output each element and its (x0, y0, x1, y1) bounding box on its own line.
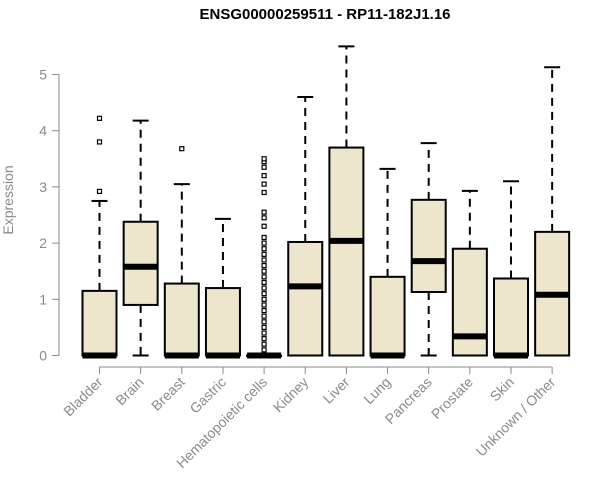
outlier-point (261, 173, 267, 179)
box-rect (287, 240, 324, 357)
outlier-point (261, 223, 267, 229)
box-rect (163, 282, 200, 357)
outlier-point (261, 302, 267, 308)
outlier-point (261, 251, 267, 257)
boxes-group (81, 45, 571, 359)
outlier-point (261, 156, 267, 162)
box-rect (122, 220, 159, 306)
y-tick-label: 1 (39, 291, 47, 307)
box-pancreas (410, 142, 447, 357)
x-tick-label: Lung (360, 374, 393, 407)
y-axis: 0 1 2 3 4 5 (39, 67, 60, 364)
box-unknown-other (534, 66, 571, 357)
x-tick-label: Brain (112, 374, 146, 408)
outlier-point (261, 319, 267, 325)
box-lung (369, 167, 406, 359)
outlier-point (261, 279, 267, 286)
outlier-point (261, 274, 267, 280)
outlier-point (261, 347, 267, 353)
outlier-point (261, 246, 267, 252)
box-brain (122, 119, 159, 357)
outlier-point (261, 164, 267, 170)
outlier-point (261, 285, 267, 291)
outlier-point (261, 240, 267, 246)
box-prostate (451, 189, 488, 357)
outlier-point (261, 268, 267, 274)
outlier-point (96, 188, 103, 194)
outlier-point (261, 307, 267, 314)
box-skin (493, 180, 529, 359)
x-tick-label: Prostate (428, 374, 476, 422)
y-tick-label: 5 (39, 67, 47, 83)
outlier-point (261, 257, 267, 263)
x-tick-label: Breast (148, 374, 188, 414)
box-liver (328, 45, 365, 357)
outlier-point (261, 296, 267, 302)
outlier-point (261, 189, 267, 196)
outlier-point (261, 234, 267, 241)
outlier-point (261, 313, 267, 319)
outlier-point (261, 181, 267, 187)
chart-title: ENSG00000259511 - RP11-182J1.16 (199, 6, 451, 23)
box-rect (204, 287, 241, 357)
box-rect (328, 146, 365, 357)
outlier-point (261, 336, 267, 342)
outlier-point (261, 262, 267, 269)
box-kidney (287, 95, 324, 357)
box-rect (451, 247, 488, 357)
outlier-point (96, 139, 103, 145)
box-rect (493, 277, 529, 357)
x-tick-label: Skin (487, 374, 518, 405)
x-tick-label: Liver (320, 374, 353, 407)
outlier-point (261, 330, 267, 336)
y-tick-label: 3 (39, 179, 47, 195)
box-breast (163, 146, 200, 359)
box-rect (410, 198, 447, 293)
box-rect (81, 289, 118, 357)
box-rect (369, 275, 406, 357)
y-tick-label: 4 (39, 123, 47, 139)
box-bladder (81, 115, 118, 359)
outlier-point (179, 146, 185, 152)
y-tick-label: 2 (39, 235, 47, 251)
box-gastric (204, 217, 241, 359)
outlier-point (261, 209, 267, 215)
y-axis-title: Expression (0, 165, 16, 234)
box-hematopoietic-cells (246, 156, 283, 359)
x-tick-label: Kidney (270, 374, 312, 416)
outlier-point (261, 291, 267, 297)
outlier-point (261, 324, 267, 330)
x-tick-label: Bladder (60, 374, 106, 420)
outlier-point (261, 215, 267, 221)
outlier-point (96, 115, 103, 121)
outlier-point (261, 341, 267, 347)
y-tick-label: 0 (39, 348, 47, 364)
